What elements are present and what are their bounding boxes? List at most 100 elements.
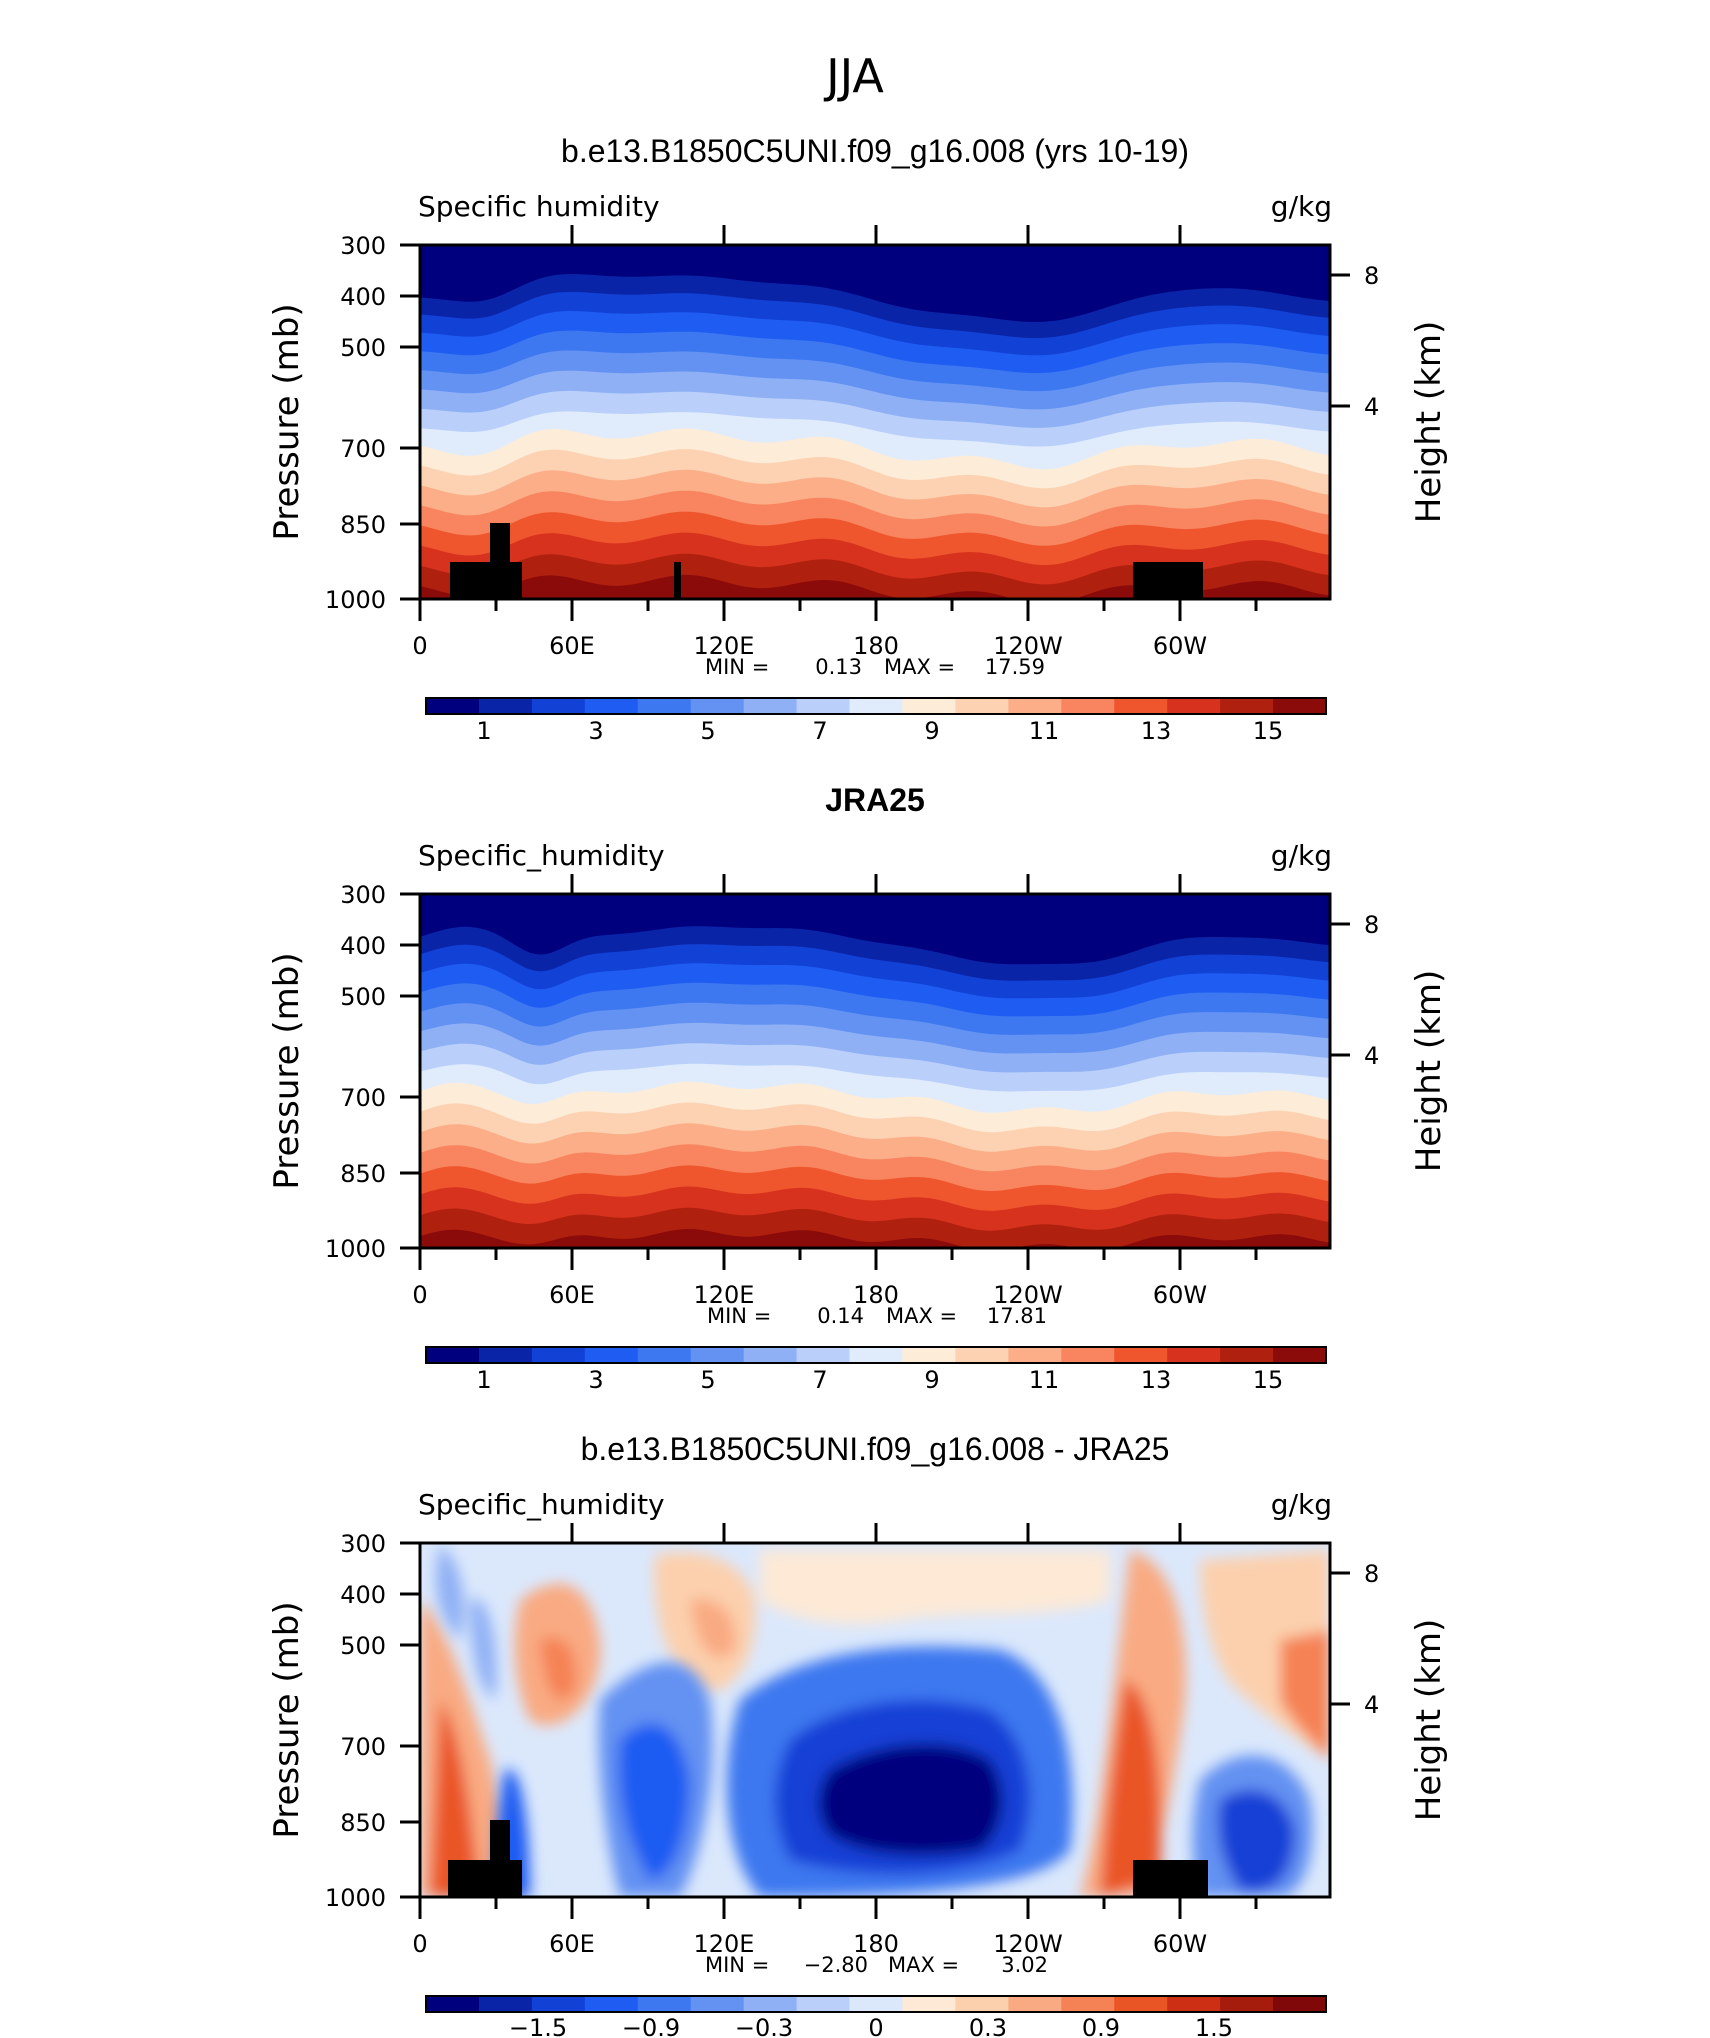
contour-field (420, 894, 1330, 1248)
panel-model: b.e13.B1850C5UNI.f09_g16.008 (yrs 10-19)… (267, 133, 1449, 745)
colorbar-label: 5 (700, 1366, 715, 1394)
colorbar-swatch (1167, 1996, 1221, 2012)
y-tick-label: 400 (340, 932, 386, 960)
colorbar-swatch (796, 1996, 851, 2012)
y-tick-labels: 300 400 500 700 850 1000 (325, 1530, 386, 1912)
y-tick-label: 500 (340, 1632, 386, 1660)
land-mask (450, 523, 1203, 599)
colorbar-labels: 1 3 5 7 9 11 13 15 (476, 717, 1283, 745)
colorbar-label: 1 (476, 1366, 491, 1394)
colorbar-label: 9 (924, 717, 939, 745)
min-value: 0.13 (815, 655, 862, 679)
y-tick-label: 700 (340, 1733, 386, 1761)
colorbar-label: 0 (868, 2014, 883, 2038)
colorbar-swatch (1273, 698, 1327, 714)
colorbar-label: 7 (812, 1366, 827, 1394)
min-label: MIN = (707, 1304, 771, 1328)
y-axis-label: Pressure (mb) (267, 1601, 307, 1838)
y-tick-label: 1000 (325, 1235, 386, 1263)
max-value: 17.59 (985, 655, 1045, 679)
x-tick-label: 0 (412, 632, 427, 660)
x-ticks (418, 1523, 1258, 1919)
y-tick-labels: 300 400 500 700 850 1000 (325, 232, 386, 614)
colorbar-swatch (584, 698, 639, 714)
colorbar-label: 7 (812, 717, 827, 745)
colorbar-swatch (1220, 1347, 1274, 1363)
y-tick-label: 400 (340, 283, 386, 311)
right-tick-label: 8 (1364, 262, 1379, 290)
colorbar-swatch (478, 698, 533, 714)
y-tick-label: 500 (340, 983, 386, 1011)
x-tick-label: 60W (1153, 1930, 1207, 1958)
colorbar-swatch (1061, 1347, 1115, 1363)
min-value: 0.14 (817, 1304, 864, 1328)
colorbar-swatch (743, 1996, 798, 2012)
x-tick-label: 120E (694, 1930, 755, 1958)
colorbar-swatch (690, 698, 745, 714)
contour-field (420, 245, 1330, 599)
colorbar-swatch (902, 1347, 957, 1363)
colorbar-label: 0.9 (1082, 2014, 1120, 2038)
colorbar-swatch (1008, 698, 1062, 714)
right-tick-label: 4 (1364, 1691, 1379, 1719)
colorbar-swatch (1220, 698, 1274, 714)
x-tick-label: 120W (993, 1281, 1063, 1309)
colorbar-swatch (478, 1347, 533, 1363)
x-tick-label: 60E (549, 1930, 595, 1958)
colorbar-swatch (1114, 1996, 1168, 2012)
y-tick-label: 300 (340, 1530, 386, 1558)
x-tick-label: 60E (549, 632, 595, 660)
variable-label: Specific humidity (418, 190, 660, 223)
colorbar-swatch (1061, 698, 1115, 714)
colorbar-swatch (955, 1996, 1009, 2012)
colorbar-swatch (690, 1347, 745, 1363)
colorbar-labels: 1 3 5 7 9 11 13 15 (476, 1366, 1283, 1394)
y-ticks (400, 1541, 1350, 1899)
colorbar-swatch (426, 1996, 480, 2012)
colorbar-swatch (796, 698, 851, 714)
y-axis-label-right: Height (km) (1409, 1619, 1449, 1822)
colorbar-swatch (902, 698, 957, 714)
colorbar-label: 9 (924, 1366, 939, 1394)
colorbar-swatch (426, 1347, 480, 1363)
colorbar-swatch (478, 1996, 533, 2012)
colorbar-swatch (1273, 1996, 1327, 2012)
colorbar-label: 15 (1253, 1366, 1284, 1394)
colorbar-swatch (426, 698, 480, 714)
colorbar-swatch (1273, 1347, 1327, 1363)
x-ticks (418, 874, 1258, 1270)
x-tick-label: 0 (412, 1930, 427, 1958)
min-value: −2.80 (804, 1953, 868, 1977)
right-tick-label: 8 (1364, 1560, 1379, 1588)
colorbar-swatch (902, 1996, 957, 2012)
max-value: 3.02 (1001, 1953, 1048, 1977)
x-tick-label: 180 (853, 632, 899, 660)
colorbar-swatch (1220, 1996, 1274, 2012)
land-mask (448, 1820, 1208, 1897)
colorbar-swatch (584, 1996, 639, 2012)
y-tick-label: 300 (340, 232, 386, 260)
difference-blobs (420, 1550, 1330, 1897)
colorbar-swatch (531, 1996, 586, 2012)
x-tick-label: 120E (694, 632, 755, 660)
right-tick-label: 4 (1364, 393, 1379, 421)
contour-field (420, 1543, 1330, 1897)
colorbar-label: 0.3 (969, 2014, 1007, 2038)
y-tick-labels: 300 400 500 700 850 1000 (325, 881, 386, 1263)
y-tick-label: 300 (340, 881, 386, 909)
max-label: MAX = (888, 1953, 959, 1977)
colorbar-swatch (955, 698, 1009, 714)
colorbar-label: 5 (700, 717, 715, 745)
colorbar-swatch (637, 698, 692, 714)
min-max-line: MIN = 0.14 MAX = 17.81 (707, 1304, 1047, 1328)
colorbar-swatch (849, 1347, 904, 1363)
x-ticks (418, 225, 1258, 621)
colorbar (425, 1995, 1327, 2013)
colorbar-swatch (743, 698, 798, 714)
right-tick-label: 8 (1364, 911, 1379, 939)
y-ticks (400, 892, 1350, 1250)
colorbar-swatch (531, 1347, 586, 1363)
x-tick-label: 0 (412, 1281, 427, 1309)
x-tick-label: 180 (853, 1281, 899, 1309)
x-tick-label: 60E (549, 1281, 595, 1309)
